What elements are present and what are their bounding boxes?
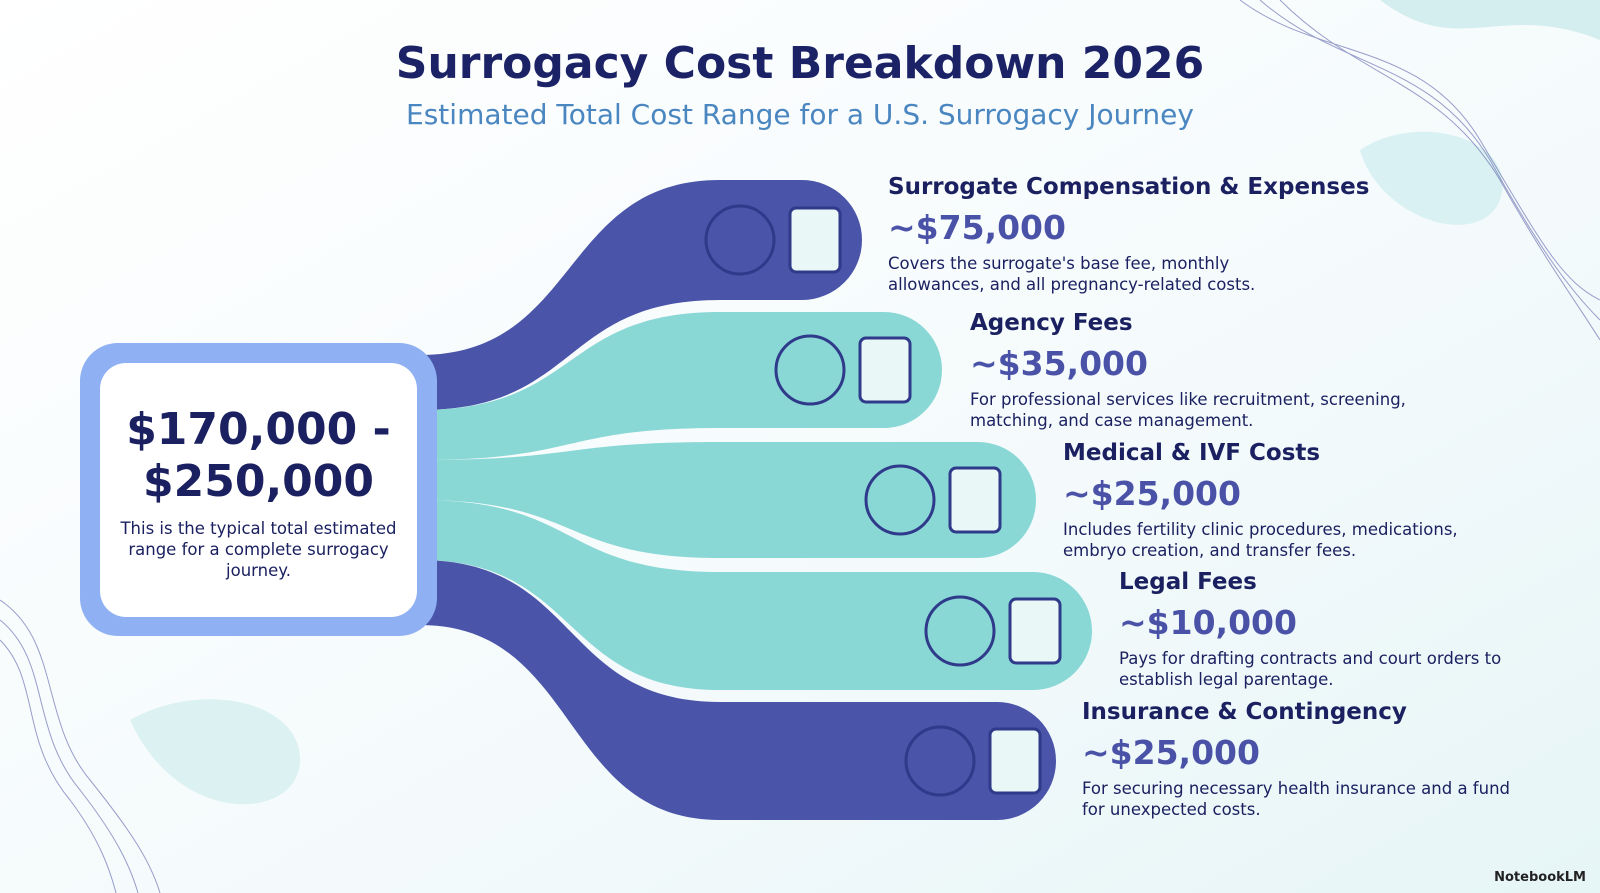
- ribbon: [420, 560, 1056, 820]
- icon: [864, 464, 936, 536]
- item-amount: ~$25,000: [1063, 474, 1241, 513]
- summary-description: This is the typical total estimated rang…: [120, 519, 397, 580]
- range-line: $170,000 -: [126, 404, 391, 455]
- brand: NotebookLM: [1494, 870, 1586, 885]
- icon: [774, 334, 846, 406]
- icon: [858, 336, 912, 404]
- item-description: Pays for drafting contracts and court or…: [1119, 649, 1502, 689]
- range-line: $250,000: [142, 456, 375, 507]
- item-description: Covers the surrogate's base fee, monthly…: [888, 254, 1256, 294]
- item-amount: ~$35,000: [970, 344, 1148, 383]
- item-title: Insurance & Contingency: [1082, 699, 1407, 725]
- icon: [904, 725, 976, 797]
- icons: [704, 204, 1062, 797]
- blob: [1380, 0, 1600, 40]
- icon: [988, 727, 1042, 795]
- item-description: Includes fertility clinic procedures, me…: [1063, 520, 1458, 560]
- item-amount: ~$75,000: [888, 208, 1066, 247]
- icon: [704, 204, 776, 276]
- subtitle: Estimated Total Cost Range for a U.S. Su…: [406, 98, 1194, 131]
- item-description: For professional services like recruitme…: [970, 390, 1406, 430]
- icon: [924, 595, 996, 667]
- item-amount: ~$10,000: [1119, 603, 1297, 642]
- blob: [1360, 131, 1503, 225]
- icon: [948, 466, 1002, 534]
- item-amount: ~$25,000: [1082, 733, 1260, 772]
- summary-card: [100, 363, 417, 617]
- icon: [788, 206, 842, 274]
- ribbon: [420, 312, 942, 460]
- item-title: Surrogate Compensation & Expenses: [888, 174, 1370, 200]
- blob: [130, 699, 300, 805]
- item-title: Legal Fees: [1119, 569, 1257, 595]
- item-description: For securing necessary health insurance …: [1082, 779, 1511, 819]
- icon: [1008, 597, 1062, 665]
- ribbon: [420, 180, 862, 410]
- item-title: Agency Fees: [970, 310, 1133, 336]
- item-title: Medical & IVF Costs: [1063, 440, 1321, 466]
- title: Surrogacy Cost Breakdown 2026: [395, 38, 1205, 89]
- ribbon: [420, 500, 1092, 690]
